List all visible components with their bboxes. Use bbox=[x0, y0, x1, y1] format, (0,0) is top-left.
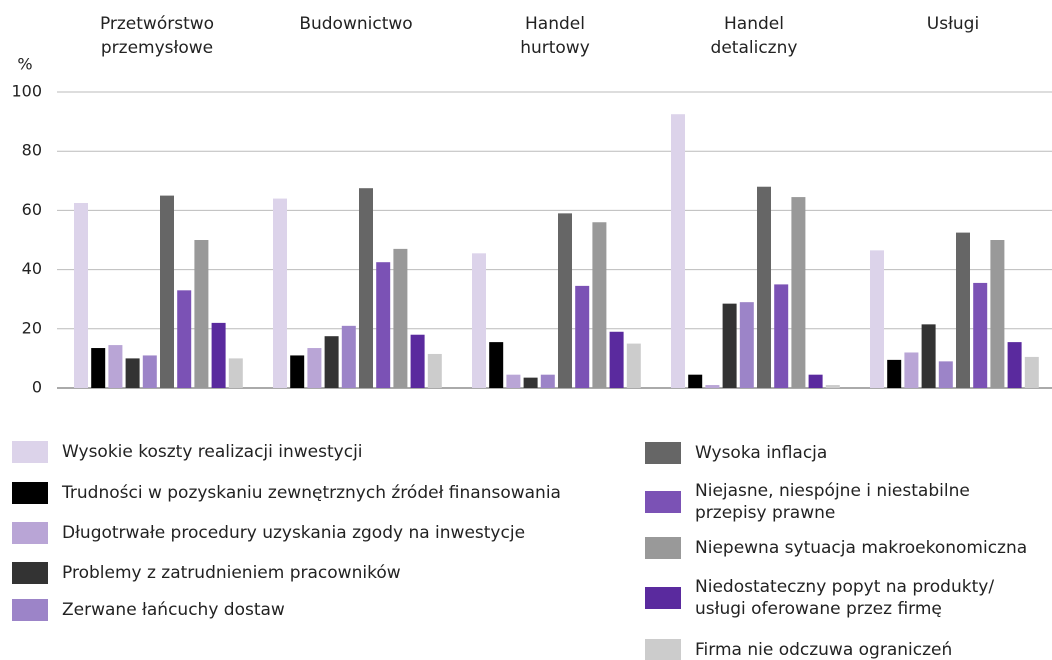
bar bbox=[887, 359, 902, 388]
bar bbox=[705, 385, 720, 388]
bar bbox=[393, 248, 408, 388]
legend-item: Zerwane łańcuchy dostaw bbox=[12, 586, 285, 634]
y-tick-label: 20 bbox=[22, 318, 42, 337]
bar bbox=[228, 358, 243, 388]
bar bbox=[341, 325, 356, 388]
bar bbox=[592, 222, 607, 388]
bar bbox=[273, 198, 287, 388]
bar bbox=[489, 342, 504, 388]
bar bbox=[160, 195, 174, 388]
legend-label: Wysoka inflacja bbox=[695, 443, 828, 463]
bar bbox=[688, 374, 703, 388]
legend-swatch bbox=[645, 491, 681, 513]
legend-item: Problemy z zatrudnieniem pracowników bbox=[12, 549, 401, 597]
y-tick-label: 40 bbox=[22, 259, 42, 278]
legend-label: Długotrwałe procedury uzyskania zgody na… bbox=[62, 523, 526, 543]
bar bbox=[956, 232, 970, 388]
category-label: Handel hurtowy bbox=[520, 14, 590, 58]
bar bbox=[791, 197, 806, 388]
y-tick-label: 0 bbox=[32, 378, 42, 397]
bar bbox=[575, 285, 590, 388]
bar bbox=[558, 213, 572, 388]
bar bbox=[671, 114, 685, 388]
bar bbox=[307, 348, 322, 388]
category-label: Usługi bbox=[926, 14, 980, 34]
legend-item: Niejasne, niespójne i niestabilne przepi… bbox=[645, 478, 970, 526]
legend-label: Niejasne, niespójne i niestabilne przepi… bbox=[695, 481, 970, 523]
legend-swatch bbox=[12, 522, 48, 544]
legend-swatch bbox=[12, 482, 48, 504]
bar bbox=[91, 348, 106, 388]
bar bbox=[904, 352, 919, 388]
bar bbox=[74, 203, 88, 388]
legend-swatch bbox=[12, 441, 48, 463]
bar bbox=[125, 358, 140, 388]
legend-label: Problemy z zatrudnieniem pracowników bbox=[62, 563, 401, 583]
legend-swatch bbox=[645, 639, 681, 660]
legend-swatch bbox=[645, 587, 681, 609]
legend-label: Wysokie koszty realizacji inwestycji bbox=[62, 442, 363, 462]
bar bbox=[359, 188, 373, 388]
bar bbox=[376, 262, 391, 388]
bar bbox=[870, 250, 884, 388]
bar bbox=[973, 282, 988, 388]
bar bbox=[774, 284, 789, 388]
bar bbox=[808, 374, 823, 388]
category-label: Przetwórstwo przemysłowe bbox=[99, 14, 215, 58]
bar bbox=[990, 240, 1005, 388]
bar bbox=[739, 302, 754, 388]
bar bbox=[609, 331, 624, 388]
legend-label: Zerwane łańcuchy dostaw bbox=[62, 600, 285, 620]
legend-item: Długotrwałe procedury uzyskania zgody na… bbox=[12, 509, 525, 557]
legend-swatch bbox=[12, 599, 48, 621]
legend-item: Niepewna sytuacja makroekonomiczna bbox=[645, 524, 1027, 572]
bar bbox=[722, 303, 737, 388]
bar bbox=[506, 374, 521, 388]
legend-swatch bbox=[12, 562, 48, 584]
legend-swatch bbox=[645, 537, 681, 559]
bar bbox=[757, 186, 771, 388]
y-axis-label: % bbox=[17, 55, 32, 74]
bar bbox=[1007, 342, 1022, 388]
bar bbox=[108, 345, 123, 388]
bar bbox=[142, 355, 157, 388]
legend-label: Firma nie odczuwa ograniczeń bbox=[695, 640, 953, 660]
bar bbox=[921, 324, 936, 388]
y-tick-label: 100 bbox=[11, 82, 42, 101]
legend-swatch bbox=[645, 442, 681, 464]
legend-item: Wysokie koszty realizacji inwestycji bbox=[12, 428, 363, 476]
bar bbox=[540, 374, 555, 388]
bar bbox=[211, 322, 226, 388]
y-tick-label: 80 bbox=[22, 141, 42, 160]
legend-item: Wysoka inflacja bbox=[645, 429, 827, 477]
legend-item: Niedostateczny popyt na produkty/ usługi… bbox=[645, 574, 994, 622]
bar bbox=[177, 290, 192, 388]
category-label: Handel detaliczny bbox=[710, 14, 798, 58]
category-label: Budownictwo bbox=[299, 14, 413, 34]
bar bbox=[290, 355, 305, 388]
legend-item: Trudności w pozyskaniu zewnętrznych źród… bbox=[12, 469, 561, 517]
bar bbox=[938, 361, 953, 388]
legend-label: Trudności w pozyskaniu zewnętrznych źród… bbox=[62, 483, 561, 503]
bar bbox=[410, 334, 425, 388]
bar bbox=[324, 336, 339, 388]
legend-label: Niedostateczny popyt na produkty/ usługi… bbox=[695, 577, 995, 619]
bar bbox=[194, 240, 209, 388]
legend-item: Firma nie odczuwa ograniczeń bbox=[645, 626, 952, 660]
bar bbox=[825, 385, 840, 388]
bar bbox=[1024, 356, 1039, 388]
bar bbox=[626, 343, 641, 388]
legend-label: Niepewna sytuacja makroekonomiczna bbox=[695, 538, 1028, 558]
y-tick-label: 60 bbox=[22, 200, 42, 219]
bar bbox=[523, 377, 538, 388]
bar bbox=[472, 253, 486, 388]
bar bbox=[427, 353, 442, 388]
